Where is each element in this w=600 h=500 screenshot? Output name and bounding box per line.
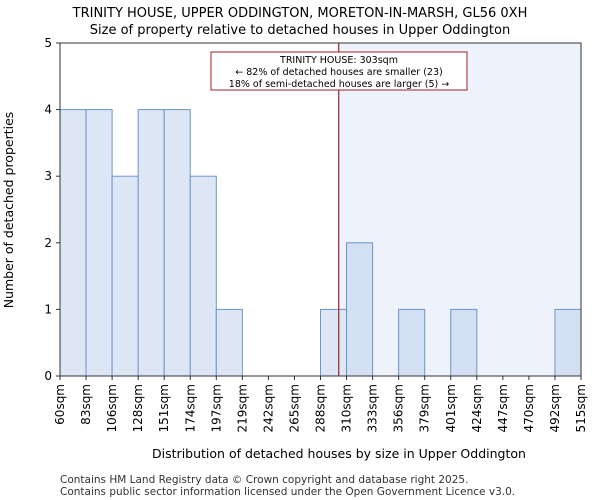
bar-492sqm (554, 308, 582, 377)
x-tick-label: 288sqm (314, 384, 328, 432)
bar-128sqm (137, 109, 165, 377)
x-tick-label: 174sqm (183, 384, 197, 432)
x-tick-label: 470sqm (522, 384, 536, 432)
x-tick-label: 219sqm (235, 384, 249, 432)
y-tick-label: 2 (44, 236, 52, 250)
x-tick-label: 379sqm (418, 384, 432, 432)
bar-106sqm (111, 175, 139, 377)
footer-line-1: Contains HM Land Registry data © Crown c… (60, 474, 468, 486)
annotation-line-3: 18% of semi-detached houses are larger (… (229, 79, 449, 90)
annotation-line-2: ← 82% of detached houses are smaller (23… (235, 67, 442, 78)
bar-174sqm (189, 175, 217, 377)
x-tick-label: 242sqm (261, 384, 275, 432)
x-tick-label: 492sqm (548, 384, 562, 432)
x-tick-label: 515sqm (574, 384, 588, 432)
x-tick-label: 106sqm (105, 384, 119, 432)
bar-356sqm (398, 308, 426, 377)
chart-subtitle: Size of property relative to detached ho… (90, 23, 510, 38)
x-tick-label: 447sqm (496, 384, 510, 432)
y-tick-label: 3 (44, 169, 52, 183)
x-tick-label: 83sqm (79, 384, 93, 425)
chart-title: TRINITY HOUSE, UPPER ODDINGTON, MORETON-… (72, 6, 528, 21)
y-tick-label: 5 (44, 36, 52, 50)
bar-288sqm (320, 308, 348, 377)
x-tick-label: 60sqm (53, 384, 67, 425)
x-axis: 60sqm 83sqm 106sqm 128sqm 151sqm 174sqm 197sqm… (53, 376, 588, 432)
x-tick-label: 197sqm (209, 384, 223, 432)
bar-83sqm (85, 109, 113, 377)
bar-60sqm (59, 109, 87, 377)
marker-annotation: TRINITY HOUSE: 303sqm ← 82% of detached … (210, 51, 468, 91)
y-axis-label: Number of detached properties (1, 112, 16, 309)
x-tick-label: 151sqm (157, 384, 171, 432)
bar-401sqm (450, 308, 478, 377)
x-tick-label: 424sqm (470, 384, 484, 432)
y-axis: 0 1 2 3 4 5 (44, 36, 60, 383)
bar-197sqm (215, 308, 243, 377)
y-tick-label: 4 (44, 103, 52, 117)
annotation-box (210, 51, 468, 91)
x-tick-label: 265sqm (287, 384, 301, 432)
x-tick-label: 401sqm (444, 384, 458, 432)
bar-151sqm (163, 109, 191, 377)
x-axis-label: Distribution of detached houses by size … (152, 446, 526, 461)
x-tick-label: 128sqm (131, 384, 145, 432)
annotation-line-1: TRINITY HOUSE: 303sqm (279, 55, 398, 66)
bar-310sqm (346, 242, 374, 377)
y-tick-label: 0 (44, 369, 52, 383)
x-tick-label: 310sqm (340, 384, 354, 432)
bars-group (59, 109, 582, 377)
plot-area (59, 42, 582, 377)
x-tick-label: 356sqm (392, 384, 406, 432)
footer-line-2: Contains public sector information licen… (60, 486, 515, 498)
y-tick-label: 1 (44, 302, 52, 316)
x-tick-label: 333sqm (366, 384, 380, 432)
